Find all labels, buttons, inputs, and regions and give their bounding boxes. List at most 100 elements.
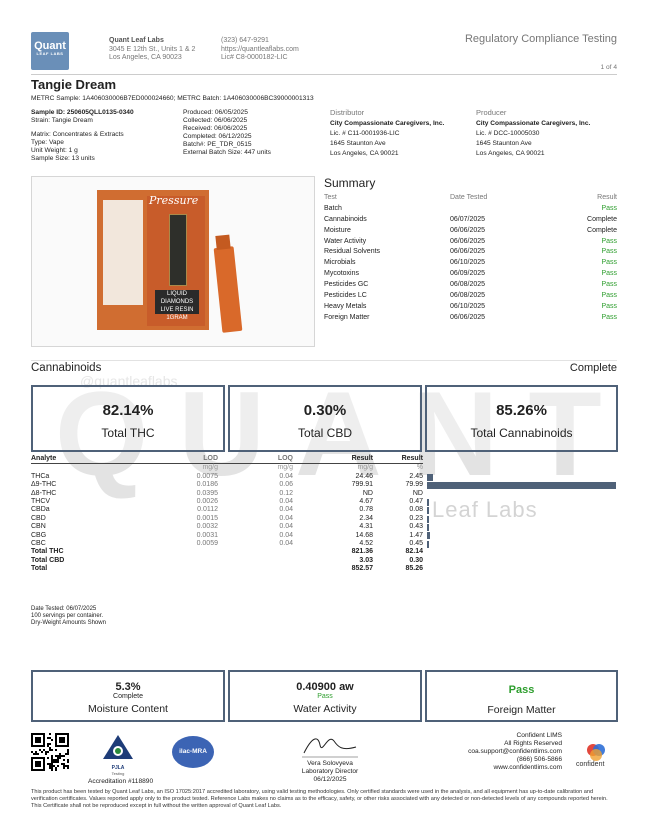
package-strip: LIQUID DIAMONDS LIVE RESIN 1GRAM	[155, 290, 199, 321]
total-thc-card: 82.14% Total THC	[31, 385, 225, 452]
summary-test: Pesticides LC	[324, 291, 367, 299]
col-lod: LOD	[148, 455, 218, 465]
analyte-result-pct: 0.23	[409, 514, 423, 522]
summary-test: Residual Solvents	[324, 248, 381, 256]
summary-row: Mycotoxins 06/09/2025 Pass	[324, 268, 617, 279]
pjla-text: PJLA	[111, 765, 125, 771]
cannabinoids-table: Analyte LOD LOQ Result Result mg/g mg/g …	[31, 455, 616, 574]
total-loq	[218, 557, 293, 565]
analyte-result-mg: 4.31	[359, 523, 373, 531]
lims-email[interactable]: coa.support@confidentlims.com	[468, 748, 562, 755]
total-result-pct: 85.26	[405, 565, 423, 573]
distributor-block: Distributor City Compassionate Caregiver…	[330, 109, 444, 158]
cannabinoids-title: Cannabinoids	[31, 362, 102, 374]
analyte-bar	[427, 473, 433, 481]
producer-block: Producer City Compassionate Caregivers, …	[476, 109, 590, 158]
header-divider	[31, 74, 617, 75]
analyte-result-mg: 2.34	[359, 514, 373, 522]
ilac-mra-logo: ilac-MRA	[172, 736, 214, 768]
producer-name: City Compassionate Caregivers, Inc.	[476, 120, 591, 127]
qr-code-icon	[31, 733, 69, 771]
total-cannabinoids-card: 85.26% Total Cannabinoids	[425, 385, 618, 452]
summary-test: Cannabinoids	[324, 215, 367, 223]
unit-result-pct: %	[416, 464, 423, 472]
analyte-result-pct: 1.47	[409, 531, 423, 539]
summary-row: Residual Solvents 06/06/2025 Pass	[324, 246, 617, 257]
logo-subtext: LEAF LABS	[36, 51, 64, 56]
total-result-mg: 3.03	[359, 556, 373, 564]
summary-test: Pesticides GC	[324, 281, 369, 289]
confident-brand: confident	[576, 761, 605, 768]
lab-address1: 3045 E 12th St., Units 1 & 2	[109, 45, 196, 53]
summary-result: Pass	[601, 259, 617, 267]
analyte-bar	[427, 532, 431, 540]
signature-icon	[302, 738, 358, 758]
sample-type: Type: Vape	[31, 139, 64, 146]
cannabinoids-unit-row: mg/g mg/g mg/g %	[31, 464, 616, 473]
sample-strain: Strain: Tangie Dream	[31, 117, 93, 124]
summary-result: Complete	[587, 215, 617, 223]
table-row: CBD 0.0015 0.04 2.34 0.23	[31, 515, 616, 523]
summary-date: 06/10/2025	[450, 302, 486, 310]
note-line: 100 servings per container.	[31, 613, 104, 619]
summary-date: 06/10/2025	[450, 259, 486, 267]
analyte-bar-cell	[423, 490, 616, 498]
analyte-name: CBG	[31, 531, 47, 539]
analyte-result-pct: 0.45	[409, 540, 423, 548]
distributor-heading: Distributor	[330, 108, 365, 117]
table-row: CBDa 0.0112 0.04 0.78 0.08	[31, 506, 616, 515]
logo-text: Quant	[34, 40, 66, 52]
analyte-result-mg: 14.68	[355, 531, 373, 539]
summary-date: 06/06/2025	[450, 237, 486, 245]
collected-date: Collected: 06/06/2025	[183, 117, 248, 124]
summary-result: Pass	[601, 291, 617, 299]
total-cbd-card: 0.30% Total CBD	[228, 385, 422, 452]
lab-website[interactable]: https://quantleaflabs.com	[221, 45, 299, 53]
analyte-lod: 0.0031	[196, 531, 218, 539]
water-activity-value: 0.40900 aw	[296, 681, 354, 693]
total-bar-cell	[423, 557, 616, 565]
analyte-name: Δ8-THC	[31, 489, 57, 497]
analyte-lod: 0.0112	[197, 506, 218, 514]
analyte-result-mg: ND	[362, 489, 373, 497]
produced-date: Produced: 06/05/2025	[183, 109, 248, 116]
total-row: Total THC 821.36 82.14	[31, 548, 616, 556]
completed-date: Completed: 06/12/2025	[183, 133, 252, 140]
analyte-result-mg: 24.46	[355, 472, 373, 480]
lab-license: Lic# C8-0000182-LIC	[221, 54, 288, 61]
table-row: CBN 0.0032 0.04 4.31 0.43	[31, 523, 616, 531]
disclaimer: This product has been tested by Quant Le…	[31, 789, 608, 809]
note-line: Dry-Weight Amounts Shown	[31, 620, 106, 626]
unit-result-mg: mg/g	[357, 464, 373, 472]
total-lod	[148, 565, 218, 573]
sample-id: Sample ID: 250605QLL0135-0340	[31, 109, 134, 116]
summary-result: Pass	[601, 270, 617, 278]
watermark-text: QUANT	[55, 367, 632, 501]
summary-date: 06/08/2025	[450, 281, 486, 289]
total-name: Total CBD	[31, 556, 65, 564]
summary-col-result: Result	[597, 193, 617, 201]
foreign-matter-value: Pass	[508, 684, 535, 696]
producer-address2: Los Angeles, CA 90021	[476, 150, 545, 157]
analyte-loq: 0.04	[279, 472, 293, 480]
analyte-loq: 0.04	[279, 498, 293, 506]
analyte-bar	[427, 515, 429, 523]
analyte-bar-cell	[423, 473, 616, 481]
summary-result: Complete	[587, 226, 617, 234]
table-row: Δ9-THC 0.0186 0.06 799.91 79.99	[31, 481, 616, 489]
summary-date: 06/06/2025	[450, 248, 486, 256]
signer-name: Vera Solovyeva	[307, 760, 353, 767]
table-row: THCV 0.0026 0.04 4.67 0.47	[31, 498, 616, 506]
total-name: Total	[31, 565, 48, 573]
sample-matrix: Matrix: Concentrates & Extracts	[31, 131, 124, 138]
lims-web[interactable]: www.confidentlims.com	[493, 764, 562, 771]
total-lod	[148, 557, 218, 565]
analyte-lod: 0.0075	[196, 472, 218, 480]
analyte-loq: 0.04	[279, 531, 293, 539]
analyte-lod: 0.0059	[196, 540, 218, 548]
lab-name: Quant Leaf Labs	[109, 37, 164, 44]
product-package: Pressure LIQUID DIAMONDS LIVE RESIN 1GRA…	[97, 190, 209, 330]
summary-row: Microbials 06/10/2025 Pass	[324, 257, 617, 268]
total-result-mg: 821.36	[351, 548, 373, 556]
analyte-lod: 0.0026	[196, 498, 218, 506]
